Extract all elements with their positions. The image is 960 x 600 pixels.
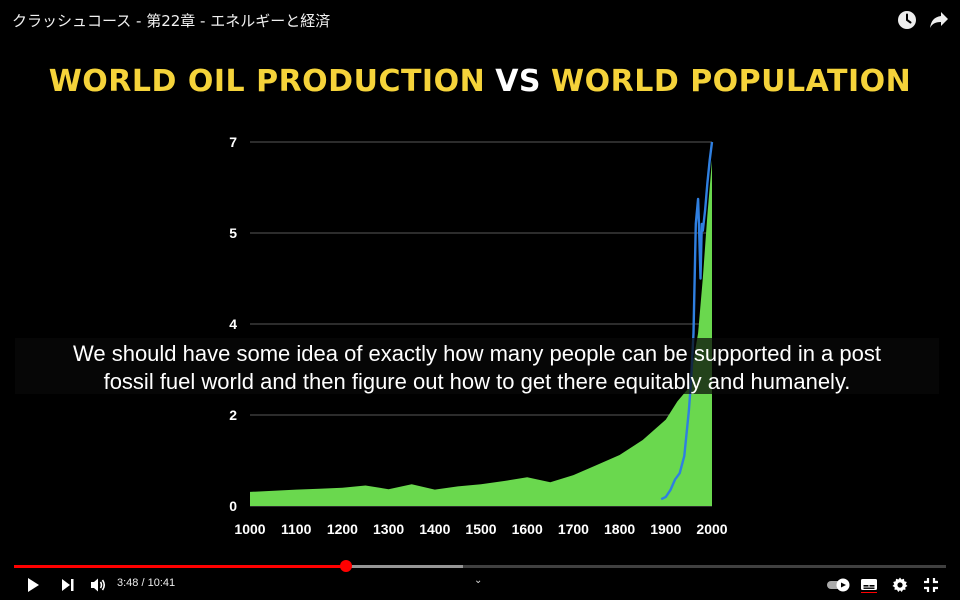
x-tick-label: 1500 [465,521,496,537]
x-tick-label: 1400 [419,521,450,537]
x-tick-label: 1800 [604,521,635,537]
clock-icon[interactable] [896,9,918,31]
play-icon[interactable] [22,574,44,596]
y-tick-label: 2 [229,407,237,423]
x-tick-label: 2000 [696,521,727,537]
x-tick-label: 1100 [281,521,312,537]
top-bar: クラッシュコース - 第22章 - エネルギーと経済 [0,0,960,44]
volume-icon[interactable] [88,574,110,596]
autoplay-toggle[interactable] [826,574,852,596]
scrubber-handle[interactable] [339,560,352,572]
subtitles-icon[interactable] [858,574,880,596]
y-tick-label: 7 [229,134,237,150]
chevron-down-icon[interactable]: ⌄ [474,575,483,586]
slide-title-population: WORLD POPULATION [551,64,912,99]
caption-line-1: We should have some idea of exactly how … [73,341,881,366]
x-tick-label: 1600 [512,521,543,537]
next-icon[interactable] [57,574,79,596]
exit-fullscreen-icon[interactable] [920,574,942,596]
slide-title-oil: WORLD OIL PRODUCTION [48,64,486,99]
progress-bar[interactable] [14,560,946,572]
oil-production-area [250,160,712,506]
x-tick-label: 1900 [650,521,681,537]
x-tick-label: 1200 [327,521,358,537]
caption-line-2: fossil fuel world and then figure out ho… [103,369,851,394]
time-display: 3:48 / 10:41 [117,577,176,589]
x-tick-label: 1000 [234,521,265,537]
y-tick-label: 4 [229,316,237,332]
x-tick-label: 1300 [373,521,404,537]
played-bar [14,565,346,568]
x-tick-label: 1700 [558,521,589,537]
video-title[interactable]: クラッシュコース - 第22章 - エネルギーと経済 [12,12,331,30]
y-tick-label: 5 [229,225,237,241]
population-line [660,141,714,501]
settings-gear-icon[interactable] [889,574,911,596]
slide-title: WORLD OIL PRODUCTION VS WORLD POPULATION [0,64,960,99]
slide-title-vs: VS [495,64,542,99]
share-arrow-icon[interactable] [928,9,950,31]
caption-box [15,338,939,394]
y-tick-label: 0 [229,498,237,514]
